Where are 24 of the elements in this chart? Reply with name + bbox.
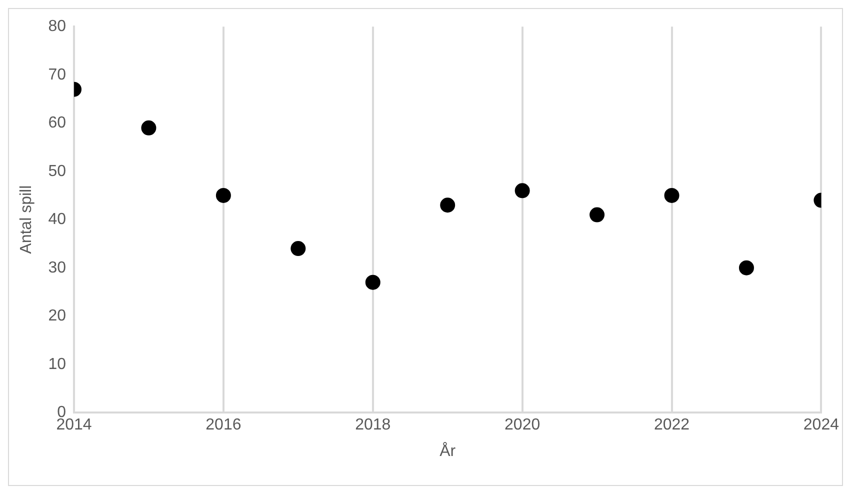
- point: [216, 188, 231, 203]
- y-tick-label: 20: [48, 308, 66, 325]
- y-tick-label: 80: [48, 18, 66, 36]
- x-tick-label: 2024: [803, 416, 840, 434]
- x-tick-label: 2016: [206, 416, 242, 434]
- point: [664, 188, 680, 203]
- x-tick-label: 2020: [504, 416, 540, 434]
- point: [290, 241, 306, 256]
- y-tick-label: 60: [48, 114, 66, 132]
- point: [738, 260, 754, 276]
- x-tick-label: 2022: [654, 416, 690, 434]
- point: [590, 207, 605, 222]
- x-axis-title: År: [440, 442, 456, 460]
- y-tick-label: 40: [48, 211, 66, 228]
- x-tick-label: 2018: [355, 416, 391, 434]
- y-tick-label: 30: [48, 259, 66, 276]
- point: [365, 274, 380, 290]
- y-axis-title: Antal spill: [18, 185, 36, 254]
- point: [141, 120, 156, 136]
- y-tick-label: 70: [48, 66, 66, 84]
- y-tick-label: 50: [48, 162, 66, 180]
- point: [440, 198, 456, 213]
- point: [514, 183, 530, 198]
- y-tick-label: 10: [48, 356, 66, 373]
